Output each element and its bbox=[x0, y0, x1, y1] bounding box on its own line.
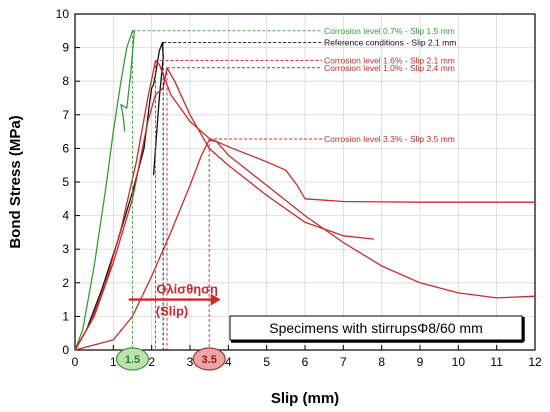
x-tick-label: 6 bbox=[302, 355, 309, 369]
y-tick-label: 4 bbox=[62, 209, 69, 223]
x-tick-label: 4 bbox=[225, 355, 232, 369]
y-tick-label: 10 bbox=[56, 7, 70, 21]
peak-annotation-label: Corrosion level 1.0% - Slip 2.4 mm bbox=[324, 63, 455, 73]
peak-annotation-label: Reference conditions - Slip 2.1 mm bbox=[324, 38, 456, 48]
series-line bbox=[74, 139, 536, 351]
y-tick-label: 3 bbox=[62, 242, 69, 256]
y-tick-label: 6 bbox=[62, 141, 69, 155]
slip-marker-ellipse bbox=[192, 347, 226, 371]
peak-annotation-label: Corrosion level 0.7% - Slip 1.5 mm bbox=[324, 26, 455, 36]
annotations: Corrosion level 0.7% - Slip 1.5 mm Refere… bbox=[115, 26, 525, 371]
y-tick-label: 2 bbox=[62, 276, 69, 290]
peak-annotation-label: Corrosion level 3.3% - Slip 3.5 mm bbox=[324, 134, 455, 144]
slip-marker-ellipse bbox=[115, 347, 150, 371]
y-tick-label: 5 bbox=[62, 175, 69, 189]
peak-annotation-label: Corrosion level 1.6% - Slip 2.1 mm bbox=[324, 55, 455, 65]
x-tick-label: 9 bbox=[417, 355, 424, 369]
x-tick-label: 8 bbox=[378, 355, 385, 369]
slip-marker-label: 1.5 bbox=[125, 354, 140, 366]
x-axis-title: Slip (mm) bbox=[271, 390, 339, 407]
specimen-label-box bbox=[229, 315, 523, 341]
y-axis-title: Bond Stress (MPa) bbox=[7, 115, 24, 248]
x-tick-label: 0 bbox=[72, 355, 79, 369]
slip-marker-label: 3.5 bbox=[202, 354, 217, 366]
slip-arrow-label-greek: Ολίσθηση bbox=[156, 282, 218, 297]
x-tick-label: 1 bbox=[110, 355, 117, 369]
y-tick-label: 8 bbox=[62, 74, 69, 88]
x-tick-label: 3 bbox=[187, 355, 194, 369]
x-tick-label: 12 bbox=[528, 355, 542, 369]
x-tick-label: 5 bbox=[263, 355, 270, 369]
y-tick-label: 7 bbox=[62, 108, 69, 122]
y-tick-label: 0 bbox=[62, 343, 69, 357]
series-line bbox=[74, 30, 136, 351]
slip-arrow-head bbox=[210, 293, 221, 306]
series-line bbox=[74, 41, 164, 351]
series-line bbox=[74, 67, 375, 351]
x-tick-label: 10 bbox=[452, 355, 466, 369]
x-tick-label: 11 bbox=[490, 355, 503, 369]
x-tick-label: 7 bbox=[340, 355, 347, 369]
specimen-label: Specimens with stirrupsΦ8/60 mm bbox=[269, 320, 482, 336]
slip-arrow-label-english: (Slip) bbox=[156, 304, 189, 319]
y-tick-label: 9 bbox=[62, 41, 69, 55]
series-line bbox=[74, 60, 535, 351]
y-tick-label: 1 bbox=[62, 309, 69, 323]
x-tick-label: 2 bbox=[148, 355, 155, 369]
series-group bbox=[74, 30, 536, 351]
